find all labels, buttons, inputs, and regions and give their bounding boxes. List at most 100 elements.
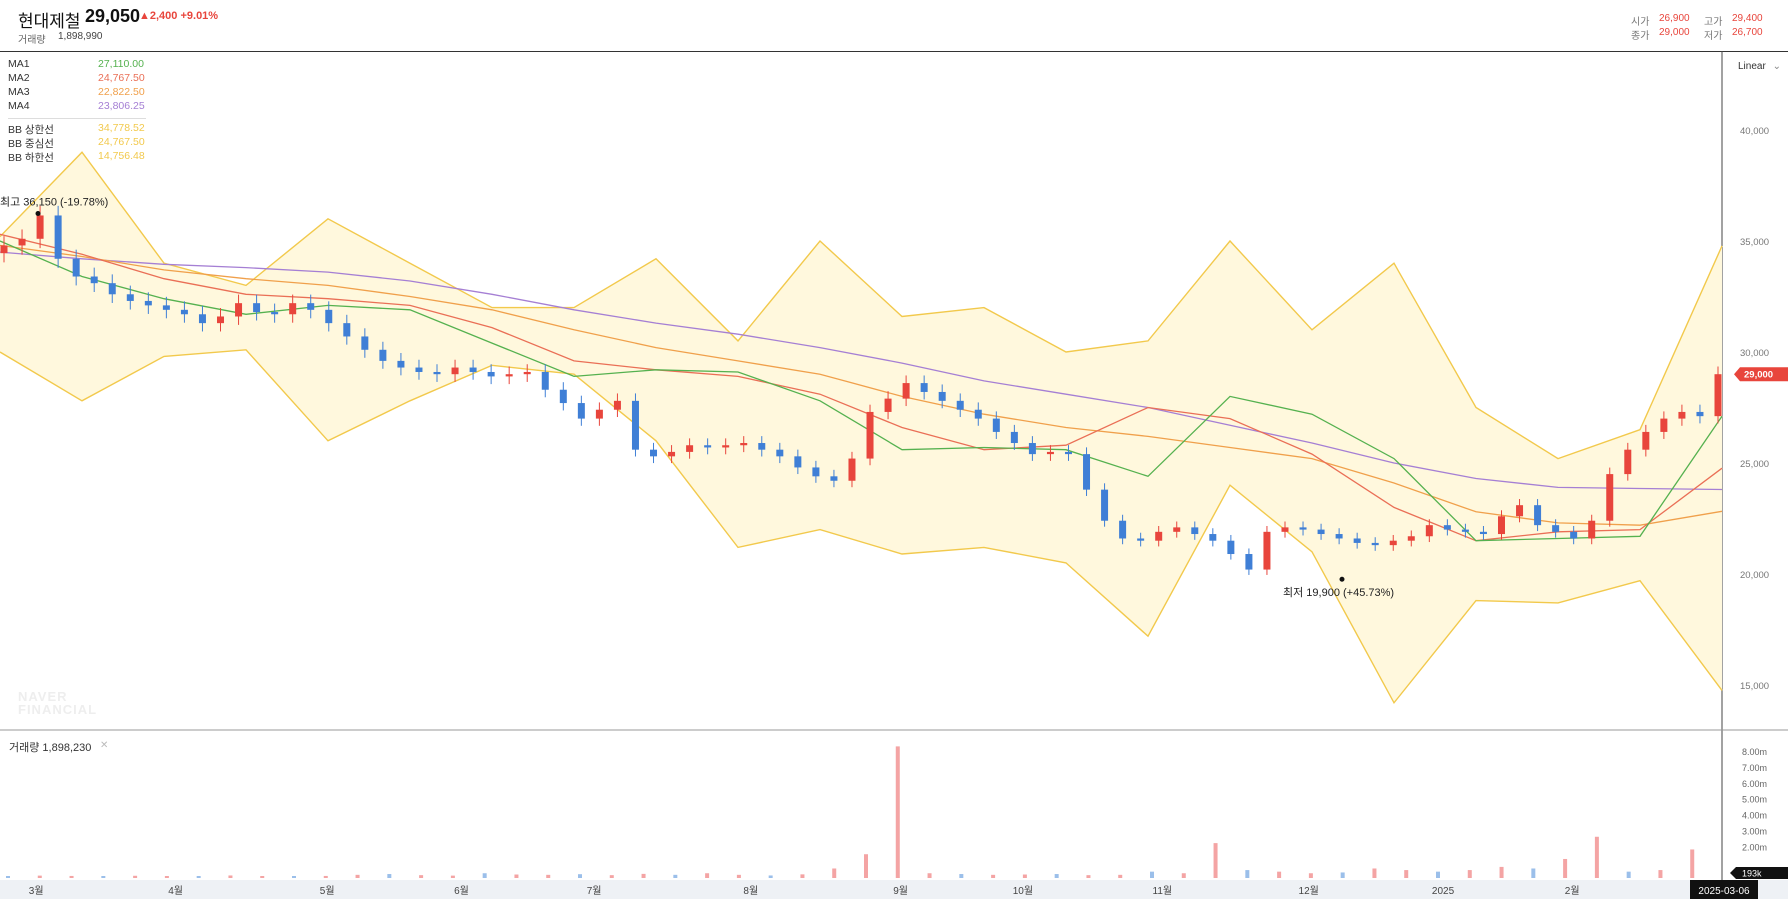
- candle-body: [1606, 474, 1614, 521]
- candle-body: [1570, 531, 1578, 539]
- volume-bar: [450, 875, 455, 878]
- candle-body: [1407, 536, 1415, 541]
- volume-bar: [1150, 871, 1154, 878]
- volume-bar: [196, 876, 201, 878]
- candle-body: [1497, 516, 1505, 535]
- candle-body: [72, 258, 80, 277]
- volume-bar: [514, 874, 519, 878]
- low-label: 저가: [1704, 31, 1723, 42]
- candle-body: [54, 215, 62, 259]
- candle-body: [325, 309, 333, 324]
- volume-bar: [959, 874, 964, 878]
- stock-name: 현대제철: [18, 12, 81, 31]
- candle-body: [198, 314, 206, 324]
- volume-bar: [1086, 875, 1091, 878]
- close-icon[interactable]: ✕: [100, 740, 109, 751]
- x-tick-label: 6월: [454, 885, 469, 897]
- candle-body: [343, 323, 351, 337]
- candle-body: [433, 371, 441, 375]
- volume-bar: [133, 875, 138, 878]
- series-line-ma4: [0, 251, 1723, 491]
- candle-body: [848, 458, 856, 481]
- volume-tick-label: 5.00m: [1742, 795, 1767, 805]
- current-price-tag: [1734, 367, 1788, 382]
- candle-body: [1263, 531, 1271, 570]
- volume-tick-label: 4.00m: [1742, 811, 1767, 821]
- volume-bar: [1372, 868, 1377, 878]
- volume-bar: [673, 874, 678, 878]
- legend-bb-upper: BB 상한선 34,778.52: [8, 122, 145, 136]
- candle-body: [974, 409, 982, 419]
- volume-bar: [800, 874, 805, 878]
- candle-body: [830, 476, 838, 481]
- candle-body: [108, 283, 116, 295]
- volume-bar: [260, 876, 265, 878]
- legend-ma1: MA1 27,110.00: [8, 58, 144, 70]
- open-value: 26,900: [1659, 13, 1690, 24]
- candle-body: [704, 445, 712, 448]
- series-line-ma1: [0, 240, 1723, 542]
- x-tick-label: 4월: [168, 885, 183, 897]
- high-annotation: 최고 36,150 (-19.78%): [0, 195, 108, 208]
- candle-body: [126, 294, 134, 301]
- candle-body: [162, 305, 170, 310]
- candle-body: [1389, 540, 1397, 546]
- candle-body: [1281, 527, 1289, 532]
- candle-body: [812, 467, 820, 477]
- candle-body: [631, 400, 639, 450]
- volume-bar: [419, 875, 424, 878]
- candle-body: [577, 403, 585, 419]
- candle-body: [469, 367, 477, 372]
- x-tick-label: 9월: [893, 885, 908, 897]
- candle-body: [1335, 534, 1343, 539]
- candle-body: [722, 445, 730, 448]
- candle-body: [1119, 520, 1127, 539]
- naver-financial-watermark: NAVER FINANCIAL: [18, 689, 98, 717]
- volume-bar: [609, 875, 614, 878]
- volume-bar: [323, 875, 328, 878]
- bollinger-band-fill: [0, 152, 1722, 703]
- volume-bar: [1690, 849, 1695, 878]
- date-tag-box: [1690, 880, 1758, 899]
- candle-body: [1083, 454, 1091, 490]
- volume-bar: [69, 875, 74, 878]
- candle-body: [884, 398, 892, 412]
- legend-ma4: MA4 23,806.25: [8, 100, 145, 112]
- volume-tick-label: 3.00m: [1742, 826, 1767, 836]
- candle-body: [902, 383, 910, 399]
- volume-bar: [355, 874, 360, 878]
- legend-ma3: MA3 22,822.50: [8, 86, 145, 98]
- candle-body: [1479, 531, 1487, 535]
- price-tick-label: 15,000: [1740, 681, 1769, 692]
- candle-body: [595, 409, 603, 419]
- candle-body: [938, 391, 946, 401]
- candle-body: [992, 418, 1000, 432]
- bb-upper-line: [0, 151, 1723, 460]
- volume-bar: [1467, 870, 1472, 878]
- x-tick-label: 7월: [587, 885, 602, 897]
- volume-bar: [1022, 874, 1027, 878]
- price-tick-label: 40,000: [1740, 126, 1769, 137]
- volume-bar: [1499, 866, 1504, 878]
- candle-body: [36, 215, 44, 239]
- volume-bar: [1563, 858, 1568, 878]
- legend-divider: [8, 118, 146, 119]
- candle-body: [18, 238, 26, 246]
- volume-bar: [546, 874, 551, 878]
- x-tick-label: 12월: [1299, 885, 1319, 897]
- current-volume-tag: [1730, 867, 1788, 879]
- candle-body: [1299, 527, 1307, 530]
- candle-body: [253, 303, 261, 313]
- volume-tick-label: 8.00m: [1742, 747, 1767, 757]
- candle-body: [1552, 525, 1560, 532]
- candle-body: [776, 449, 784, 457]
- candle-body: [1227, 540, 1235, 555]
- candle-body: [1642, 431, 1650, 450]
- volume-bar: [292, 876, 296, 878]
- scale-selector[interactable]: Linear ⌄: [1738, 61, 1781, 72]
- high-marker: [35, 210, 41, 216]
- volume-bar: [1436, 871, 1440, 878]
- series-line-ma2: [0, 233, 1723, 542]
- candle-body: [505, 374, 513, 377]
